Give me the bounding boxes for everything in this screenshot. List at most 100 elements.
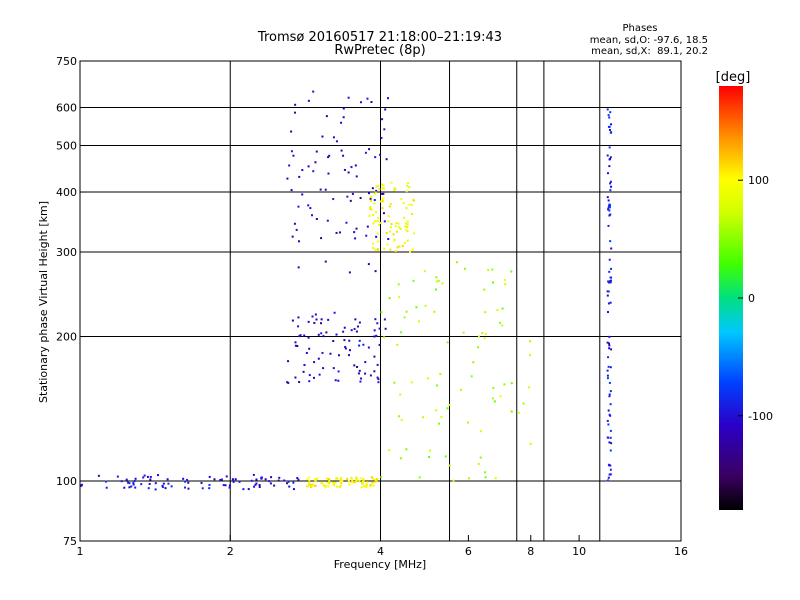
- scatter-point: [607, 208, 610, 211]
- scatter-point: [418, 476, 421, 479]
- scatter-point: [610, 185, 613, 188]
- scatter-point: [472, 361, 475, 364]
- scatter-point: [325, 115, 328, 118]
- scatter-point: [307, 204, 310, 207]
- scatter-point: [503, 278, 506, 281]
- scatter-point: [287, 381, 290, 384]
- colorbar-tick-label: 100: [748, 174, 769, 187]
- scatter-point: [376, 232, 379, 235]
- scatter-point: [413, 232, 416, 235]
- scatter-point: [401, 245, 404, 248]
- scatter-point: [328, 481, 331, 484]
- scatter-point: [302, 370, 305, 373]
- scatter-point: [359, 477, 362, 480]
- scatter-point: [410, 381, 413, 384]
- scatter-point: [510, 410, 513, 413]
- scatter-point: [324, 484, 327, 487]
- scatter-point: [247, 488, 250, 491]
- scatter-point: [298, 175, 301, 178]
- scatter-point: [400, 198, 403, 201]
- scatter-point: [332, 198, 335, 201]
- scatter-point: [388, 205, 391, 208]
- scatter-point: [606, 154, 609, 157]
- scatter-point: [358, 480, 361, 483]
- scatter-point: [326, 481, 329, 484]
- scatter-point: [393, 239, 396, 242]
- scatter-point: [528, 386, 531, 389]
- scatter-point: [358, 321, 361, 324]
- scatter-point: [377, 381, 380, 384]
- scatter-point: [294, 103, 297, 106]
- scatter-point: [383, 187, 386, 190]
- scatter-point: [424, 304, 427, 307]
- scatter-point: [287, 360, 290, 363]
- scatter-point: [286, 482, 289, 485]
- scatter-point: [608, 335, 611, 338]
- scatter-point: [607, 199, 610, 202]
- scatter-point: [406, 239, 409, 242]
- scatter-point: [609, 240, 612, 243]
- scatter-point: [327, 172, 330, 175]
- scatter-point: [344, 345, 347, 348]
- scatter-point: [167, 482, 170, 485]
- y-tick-label: 400: [56, 186, 77, 199]
- scatter-point: [484, 476, 487, 479]
- scatter-point: [606, 436, 609, 439]
- x-tick-label: 2: [227, 545, 234, 558]
- scatter-point: [314, 477, 317, 480]
- scatter-point: [377, 378, 380, 381]
- scatter-point: [369, 206, 372, 209]
- scatter-point: [610, 247, 613, 250]
- scatter-point: [310, 486, 313, 489]
- scatter-point: [303, 334, 306, 337]
- scatter-point: [389, 248, 392, 251]
- scatter-point: [222, 484, 225, 487]
- scatter-point: [609, 449, 612, 452]
- scatter-point: [363, 485, 366, 488]
- scatter-point: [314, 480, 317, 483]
- scatter-point: [460, 388, 463, 391]
- scatter-point: [311, 483, 314, 486]
- scatter-point: [373, 335, 376, 338]
- scatter-point: [477, 335, 480, 338]
- scatter-point: [492, 386, 495, 389]
- scatter-point: [374, 156, 377, 159]
- scatter-point: [322, 367, 325, 370]
- scatter-point: [164, 487, 167, 490]
- scatter-point: [390, 181, 393, 184]
- scatter-point: [368, 192, 371, 195]
- y-tick-label: 100: [56, 475, 77, 488]
- y-tick-label: 600: [56, 102, 77, 115]
- scatter-point: [529, 442, 532, 445]
- scatter-point: [441, 282, 444, 285]
- scatter-point: [353, 364, 356, 367]
- scatter-point: [369, 197, 372, 200]
- scatter-point: [412, 199, 415, 202]
- scatter-point: [374, 220, 377, 223]
- scatter-point: [353, 481, 356, 484]
- scatter-point: [405, 190, 408, 193]
- scatter-point: [381, 198, 384, 201]
- scatter-point: [224, 484, 227, 487]
- scatter-point: [395, 221, 398, 224]
- scatter-point: [186, 478, 189, 481]
- scatter-point: [479, 430, 482, 433]
- scatter-point: [340, 476, 343, 479]
- scatter-point: [368, 148, 371, 151]
- scatter-point: [608, 344, 611, 347]
- scatter-point: [606, 419, 609, 422]
- stats-line-o: mean, sd,O: -97.6, 18.5: [590, 35, 708, 46]
- scatter-point: [384, 108, 387, 111]
- scatter-point: [433, 310, 436, 313]
- scatter-point: [187, 481, 190, 484]
- scatter-point: [462, 331, 465, 334]
- scatter-point: [373, 199, 376, 202]
- scatter-point: [487, 269, 490, 272]
- scatter-point: [428, 456, 431, 459]
- scatter-point: [321, 135, 324, 138]
- scatter-point: [320, 237, 323, 240]
- scatter-point: [479, 456, 482, 459]
- scatter-point: [305, 351, 308, 354]
- scatter-point: [318, 373, 321, 376]
- scatter-point: [312, 484, 315, 487]
